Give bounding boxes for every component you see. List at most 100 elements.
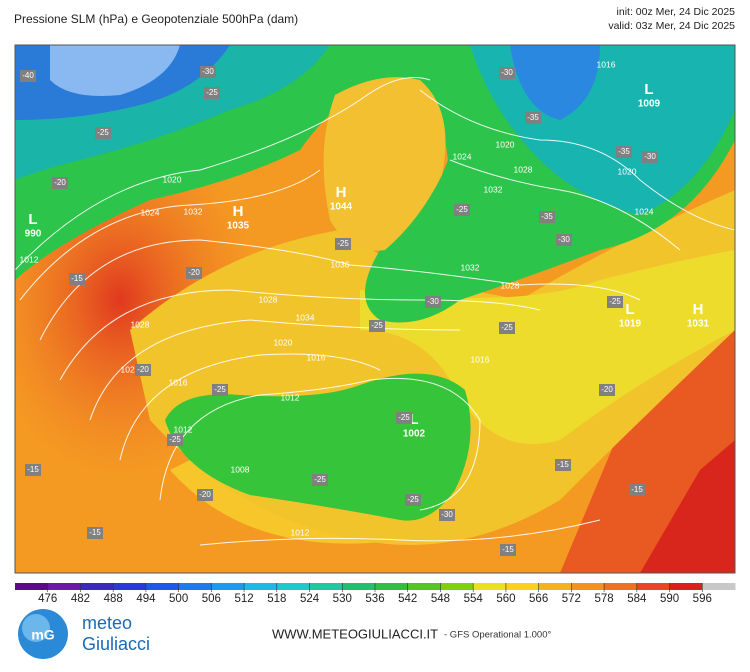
geopotential-box: [499, 322, 515, 334]
geopotential-box: [454, 204, 470, 216]
isobar-label: 1012: [20, 254, 39, 264]
geopotential-box: [556, 234, 572, 246]
isobar-label: 1028: [131, 319, 150, 329]
colorbar-segment: [342, 583, 376, 590]
colorbar-tick-label: 482: [71, 593, 90, 605]
colorbar-tick-label: 596: [693, 593, 712, 605]
geopotential-label: -25: [398, 413, 410, 422]
geopotential-label: -30: [427, 297, 439, 306]
isobar: [59, 289, 541, 381]
geopotential-box: [167, 434, 183, 446]
geopotential-label: -25: [169, 435, 181, 444]
center-type: L: [625, 301, 634, 318]
colorbar-segment: [211, 583, 245, 590]
geopotential-box: [642, 151, 658, 163]
geopotential-label: -35: [618, 147, 630, 156]
isobar-label: 1020: [618, 166, 637, 176]
geopotential-box: [439, 509, 455, 521]
geopotential-label: -40: [22, 71, 34, 80]
geopotential-box: [95, 127, 111, 139]
colorbar-segment: [702, 583, 736, 590]
center-type: H: [233, 203, 244, 220]
geopotential-box: [200, 66, 216, 78]
geopotential-box: [500, 544, 516, 556]
colorbar-tick-label: 524: [300, 593, 320, 605]
geopotential-label: -25: [456, 205, 468, 214]
colorbar-tick-label: 506: [202, 593, 221, 605]
colorbar-tick-label: 578: [594, 593, 613, 605]
cold-area: [510, 45, 600, 120]
geopotential-box: [212, 384, 228, 396]
logo-mark: mG: [31, 627, 54, 643]
geopotential-box: [599, 384, 615, 396]
geopotential-label: -25: [314, 475, 326, 484]
geopotential-box: [499, 67, 515, 79]
valid-time: valid: 03z Mer, 24 Dic 2025: [608, 20, 735, 32]
isobar-label: 1016: [597, 59, 616, 69]
colorbar-tick-label: 584: [627, 593, 647, 605]
geopotential-box: [607, 296, 623, 308]
map-frame: [14, 44, 736, 574]
warm-area: [640, 440, 735, 573]
geopotential-label: -30: [644, 152, 656, 161]
colorbar-tick-label: 512: [234, 593, 253, 605]
colorbar-segment: [375, 583, 409, 590]
isobar-label: 1028: [501, 280, 520, 290]
cold-area: [50, 45, 180, 96]
geopotential-box: [204, 87, 220, 99]
geopotential-box: [629, 484, 645, 496]
geopotential-label: -15: [89, 528, 101, 537]
cool-area: [165, 373, 471, 521]
center-value: 1019: [619, 319, 642, 330]
geopotential-label: -30: [558, 235, 570, 244]
mild-area: [323, 77, 446, 251]
init-time: init: 00z Mer, 24 Dic 2025: [617, 6, 736, 18]
colorbar-segment: [473, 583, 507, 590]
geopotential-label: -15: [71, 274, 83, 283]
colorbar-tick-label: 548: [431, 593, 450, 605]
isobar-label: 1012: [281, 392, 300, 402]
isobar-label: 1034: [296, 312, 315, 322]
isobar-label: 1024: [141, 207, 160, 217]
isobar: [39, 239, 641, 341]
colorbar-segment: [669, 583, 703, 590]
geopotential-box: [616, 146, 632, 158]
isobar-label: 1012: [291, 527, 310, 537]
colorbar-segment: [80, 583, 114, 590]
geopotential-label: -15: [27, 465, 39, 474]
isobar: [199, 519, 601, 546]
site-url: WWW.METEOGIULIACCI.IT: [272, 626, 438, 641]
geopotential-box: [135, 364, 151, 376]
colorbar-segment: [15, 583, 49, 590]
center-type: L: [409, 411, 418, 428]
colorbar-segment: [407, 583, 441, 590]
colorbar-tick-label: 536: [365, 593, 384, 605]
colorbar-segment: [309, 583, 343, 590]
colorbar-segment: [571, 583, 605, 590]
colorbar-tick-label: 494: [136, 593, 156, 605]
geopotential-label: -15: [631, 485, 643, 494]
geopotential-label: -25: [337, 239, 349, 248]
geopotential-label: -25: [214, 385, 226, 394]
colorbar-tick-label: 476: [38, 593, 57, 605]
geopotential-box: [555, 459, 571, 471]
geopotential-box: [369, 320, 385, 332]
geopotential-label: -25: [206, 88, 218, 97]
logo-circle: [22, 614, 50, 642]
center-value: 1044: [330, 202, 353, 213]
geopotential-label: -20: [137, 365, 149, 374]
center-type: H: [336, 184, 347, 201]
center-value: 990: [25, 229, 42, 240]
brand-top: meteo: [82, 613, 132, 633]
colorbar-segment: [604, 583, 638, 590]
center-value: 1009: [638, 99, 661, 110]
isobar: [419, 89, 735, 231]
geopotential-label: -20: [601, 385, 613, 394]
geopotential-box: [425, 296, 441, 308]
geopotential-box: [312, 474, 328, 486]
colorbar-tick-label: 560: [496, 593, 515, 605]
center-type: H: [693, 301, 704, 318]
geopotential-label: -15: [502, 545, 514, 554]
geopotential-label: -20: [188, 268, 200, 277]
colorbar-segment: [47, 583, 81, 590]
